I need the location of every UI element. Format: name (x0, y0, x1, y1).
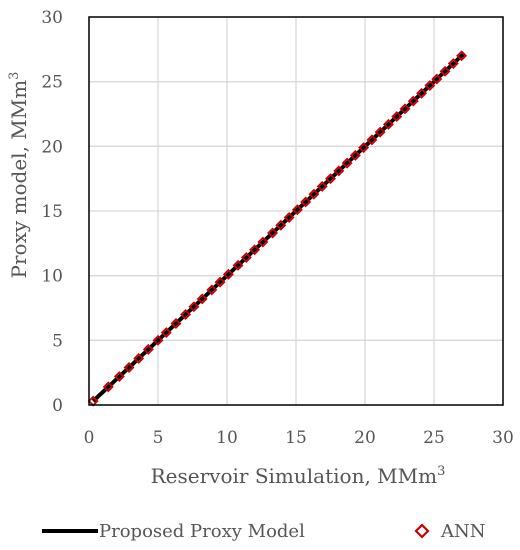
plot-series (87, 50, 468, 407)
y-tick-label: 15 (41, 202, 63, 222)
ann-data-point (133, 352, 145, 364)
x-tick-label: 30 (492, 428, 514, 448)
ann-data-point (188, 301, 200, 313)
ann-data-point (267, 227, 279, 239)
ann-data-point (160, 327, 172, 339)
ann-data-point (283, 211, 295, 223)
y-tick-label: 0 (52, 396, 63, 416)
x-tick-label: 25 (423, 428, 445, 448)
ann-data-point (308, 188, 320, 200)
ann-data-point (170, 318, 182, 329)
ann-data-point (291, 204, 303, 216)
ann-data-point (439, 65, 451, 77)
ann-data-point (113, 371, 125, 383)
legend-diamond-marker (414, 523, 430, 539)
ann-data-point (206, 284, 218, 296)
legend: Proposed Proxy Model ANN (42, 521, 486, 542)
plot-area-frame (88, 16, 504, 406)
tick-labels: 0 5 10 15 20 25 30 0 5 10 15 20 25 30 (41, 8, 513, 448)
ann-data-point (456, 50, 468, 62)
ann-data-point (325, 173, 336, 185)
ann-data-point (222, 268, 234, 280)
ann-data-point (424, 80, 436, 92)
x-tick-label: 20 (354, 428, 376, 448)
ann-data-point (240, 252, 252, 264)
y-axis-title-superscript: 3 (7, 72, 22, 80)
ann-data-point (382, 118, 394, 130)
legend-label-proxy: Proposed Proxy Model (99, 521, 305, 542)
x-axis-title-superscript: 3 (437, 464, 445, 479)
ann-data-point (341, 157, 353, 169)
ann-data-point (196, 293, 208, 305)
x-tick-label: 0 (84, 428, 95, 448)
x-tick-label: 15 (285, 428, 307, 448)
ann-data-point (333, 165, 345, 177)
x-axis-title: Reservoir Simulation, MMm3 (151, 464, 446, 488)
y-axis-title-text: Proxy model, MMm (7, 80, 31, 279)
ann-data-point (374, 126, 386, 138)
x-tick-label: 5 (153, 428, 164, 448)
ann-data-point (123, 362, 135, 373)
ann-data-point (180, 308, 192, 320)
y-tick-label: 10 (41, 267, 63, 287)
ann-data-point (366, 134, 378, 146)
y-axis-title: Proxy model, MMm3 (7, 72, 31, 279)
x-tick-label: 10 (216, 428, 238, 448)
ann-data-point (152, 334, 164, 346)
ann-data-point (391, 111, 403, 123)
x-axis-title-text: Reservoir Simulation, MMm (151, 464, 438, 488)
ann-data-point (232, 259, 244, 271)
ann-data-point (142, 343, 154, 355)
y-tick-label: 30 (41, 8, 63, 28)
ann-data-point (214, 276, 226, 288)
legend-label-ann: ANN (440, 521, 486, 542)
y-tick-label: 5 (52, 331, 63, 351)
ann-data-point (275, 219, 287, 231)
ann-data-point (102, 381, 114, 393)
ann-data-point (249, 244, 261, 256)
ann-data-point (431, 73, 443, 85)
ann-data-point (316, 180, 328, 192)
ann-data-point (399, 103, 411, 115)
y-tick-label: 20 (41, 137, 63, 157)
ann-data-point (300, 196, 312, 208)
y-tick-label: 25 (41, 73, 63, 93)
ann-data-point (416, 87, 428, 99)
ann-data-point (349, 149, 361, 161)
ann-data-point (447, 58, 459, 70)
ann-data-point (407, 95, 419, 107)
ann-data-point (257, 236, 269, 248)
ann-data-point (358, 142, 370, 154)
